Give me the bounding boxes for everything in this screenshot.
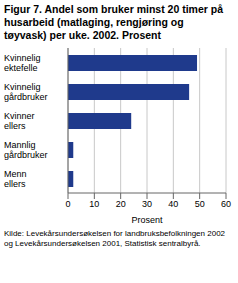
svg-text:60: 60	[221, 199, 231, 209]
svg-text:Kvinneligektefelle: Kvinneligektefelle	[4, 53, 41, 73]
svg-text:Mennellers: Mennellers	[4, 169, 27, 189]
svg-text:40: 40	[168, 199, 178, 209]
svg-text:0: 0	[65, 199, 70, 209]
svg-text:10: 10	[89, 199, 99, 209]
svg-text:Kvinneliggårdbruker: Kvinneliggårdbruker	[4, 82, 48, 102]
html-text:Kilde: Levekårsundersøkelsen f: Kilde: Levekårsundersøkelsen for landbru…	[4, 229, 225, 248]
svg-text:30: 30	[142, 199, 152, 209]
html-text:Figur 7. Andel som bruker mins: Figur 7. Andel som bruker minst 20 timer…	[4, 3, 223, 41]
svg-text:50: 50	[195, 199, 205, 209]
svg-text:20: 20	[116, 199, 126, 209]
svg-text:Mannliggårdbruker: Mannliggårdbruker	[4, 140, 48, 160]
svg-text:Kvinnerellers: Kvinnerellers	[4, 111, 35, 131]
svg-text:Prosent: Prosent	[131, 215, 163, 225]
